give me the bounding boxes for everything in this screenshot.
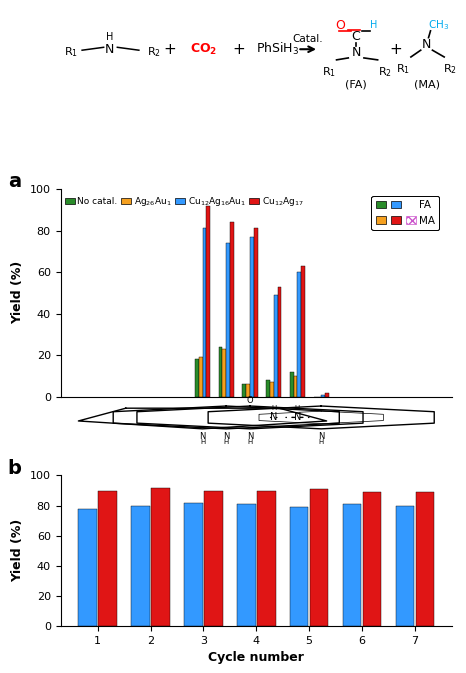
Bar — [321, 394, 325, 396]
Text: N: N — [105, 42, 114, 56]
Text: Catal.: Catal. — [293, 34, 323, 44]
Bar — [219, 347, 222, 396]
Text: $\mathregular{CH_3}$: $\mathregular{CH_3}$ — [428, 18, 449, 32]
Text: H: H — [200, 439, 205, 446]
Bar — [230, 222, 234, 396]
Legend: , , , , FA, MA: , , , , FA, MA — [371, 197, 439, 229]
Bar — [195, 359, 199, 396]
Bar — [297, 272, 301, 396]
Text: $\mathregular{PhSiH_3}$: $\mathregular{PhSiH_3}$ — [256, 41, 300, 57]
Bar — [266, 380, 270, 396]
Text: $\mathregular{CO_2}$: $\mathregular{CO_2}$ — [190, 42, 217, 57]
Bar — [325, 392, 329, 396]
Text: H: H — [370, 20, 377, 30]
Text: H: H — [224, 439, 229, 446]
Bar — [226, 243, 230, 396]
Bar — [237, 504, 255, 626]
Bar — [222, 349, 226, 396]
Text: N: N — [351, 46, 361, 59]
Text: $\mathregular{R_1}$: $\mathregular{R_1}$ — [322, 65, 336, 79]
Bar — [199, 357, 203, 396]
Text: N: N — [223, 432, 229, 441]
Bar — [131, 505, 150, 626]
Text: H: H — [247, 439, 253, 446]
Text: H: H — [295, 405, 300, 411]
Bar — [203, 228, 206, 396]
Bar — [290, 371, 294, 396]
Bar — [98, 491, 117, 626]
Text: $\mathregular{R_2}$: $\mathregular{R_2}$ — [147, 45, 161, 59]
Text: O: O — [247, 396, 254, 405]
Text: (FA): (FA) — [345, 79, 367, 89]
Bar — [270, 382, 274, 396]
Text: N: N — [247, 432, 253, 441]
Bar — [343, 504, 361, 626]
Text: $\mathregular{R_2}$: $\mathregular{R_2}$ — [443, 63, 457, 77]
Bar — [204, 491, 223, 626]
Text: N: N — [199, 432, 206, 441]
Bar — [206, 205, 210, 396]
Bar — [396, 505, 414, 626]
Y-axis label: Yield (%): Yield (%) — [11, 261, 24, 324]
Bar — [416, 492, 434, 626]
Bar — [246, 384, 250, 396]
Bar — [278, 287, 281, 396]
Bar — [151, 487, 170, 626]
Bar — [274, 295, 278, 396]
Text: b: b — [8, 459, 21, 478]
Text: a: a — [8, 172, 21, 191]
Text: N: N — [294, 413, 301, 423]
Text: O: O — [336, 19, 345, 32]
Bar — [78, 509, 97, 626]
Bar — [257, 491, 275, 626]
Text: H: H — [319, 439, 324, 446]
Text: N: N — [270, 413, 277, 423]
Text: C: C — [352, 30, 361, 43]
Text: +: + — [233, 42, 245, 57]
Text: +: + — [164, 42, 177, 57]
Bar — [250, 237, 254, 396]
Text: H: H — [271, 405, 276, 411]
Text: +: + — [389, 42, 402, 57]
Bar — [184, 503, 203, 626]
Text: $\mathregular{R_2}$: $\mathregular{R_2}$ — [378, 65, 392, 79]
Bar — [301, 266, 305, 396]
Bar — [242, 384, 246, 396]
Text: $\mathregular{R_1}$: $\mathregular{R_1}$ — [396, 63, 410, 77]
Text: (MA): (MA) — [414, 79, 439, 89]
Text: N: N — [422, 38, 431, 51]
Bar — [254, 228, 258, 396]
Bar — [363, 492, 381, 626]
Text: $\mathregular{R_1}$: $\mathregular{R_1}$ — [64, 45, 79, 59]
Bar — [294, 376, 297, 396]
Y-axis label: Yield (%): Yield (%) — [11, 519, 24, 582]
Bar — [290, 507, 308, 626]
Bar — [310, 489, 329, 626]
Text: H: H — [106, 32, 113, 42]
X-axis label: Cycle number: Cycle number — [208, 651, 304, 664]
Text: N: N — [318, 432, 324, 441]
